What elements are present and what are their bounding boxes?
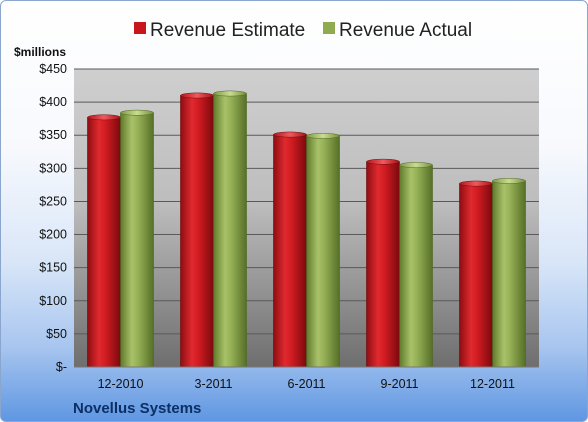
y-tick-label: $100 bbox=[39, 294, 67, 308]
x-tick-label: 3-2011 bbox=[195, 377, 233, 391]
legend-label-revenue-actual: Revenue Actual bbox=[339, 20, 472, 41]
bars bbox=[87, 90, 526, 368]
bar-top-revenue-estimate bbox=[180, 92, 214, 99]
legend-label-revenue-estimate: Revenue Estimate bbox=[150, 20, 305, 41]
bar-top-revenue-actual bbox=[399, 162, 433, 168]
bar-top-revenue-actual bbox=[492, 178, 526, 184]
y-tick-label: $150 bbox=[39, 261, 67, 275]
company-name: Novellus Systems bbox=[73, 400, 201, 417]
y-tick-label: $50 bbox=[46, 327, 67, 341]
y-tick-label: $350 bbox=[39, 128, 67, 142]
x-axis-ticks: 12-2010 3-2011 6-2011 9-2011 12-2011 bbox=[98, 377, 515, 391]
bar-top-revenue-estimate bbox=[366, 158, 400, 165]
bar-revenue-estimate bbox=[87, 117, 121, 368]
x-tick-label: 12-2010 bbox=[98, 377, 144, 391]
x-tick-label: 9-2011 bbox=[381, 377, 419, 391]
bar-top-revenue-actual bbox=[120, 109, 154, 116]
bar-revenue-actual bbox=[306, 135, 340, 368]
bar-revenue-estimate bbox=[180, 95, 214, 368]
bar-revenue-estimate bbox=[366, 161, 400, 368]
x-tick-label: 6-2011 bbox=[288, 377, 326, 391]
bar-top-revenue-estimate bbox=[459, 180, 493, 187]
y-tick-label: $250 bbox=[39, 194, 67, 208]
y-tick-label: $300 bbox=[39, 161, 67, 175]
bar-revenue-actual bbox=[213, 93, 247, 368]
y-axis-ticks: $- $50 $100 $150 $200 $250 $300 $350 $400 $450 bbox=[39, 62, 67, 374]
bar-top-revenue-estimate bbox=[273, 131, 307, 138]
bar-revenue-actual bbox=[120, 112, 154, 368]
bar-top-revenue-actual bbox=[213, 90, 247, 97]
bar-top-revenue-actual bbox=[306, 133, 340, 139]
y-axis-units-label: $millions bbox=[14, 45, 66, 59]
bar-revenue-actual bbox=[492, 180, 526, 368]
y-tick-label: $200 bbox=[39, 228, 67, 242]
legend-swatch-revenue-estimate bbox=[134, 22, 146, 34]
legend-swatch-revenue-actual bbox=[323, 22, 335, 34]
x-tick-label: 12-2011 bbox=[470, 377, 515, 391]
bar-top-revenue-estimate bbox=[87, 114, 121, 121]
bar-revenue-estimate bbox=[459, 183, 493, 368]
y-tick-label: $450 bbox=[39, 62, 67, 76]
legend: Revenue Estimate Revenue Actual bbox=[134, 20, 472, 41]
bar-revenue-actual bbox=[399, 164, 433, 368]
y-tick-label: $- bbox=[56, 360, 67, 374]
y-tick-label: $400 bbox=[39, 95, 67, 109]
bar-revenue-estimate bbox=[273, 134, 307, 368]
